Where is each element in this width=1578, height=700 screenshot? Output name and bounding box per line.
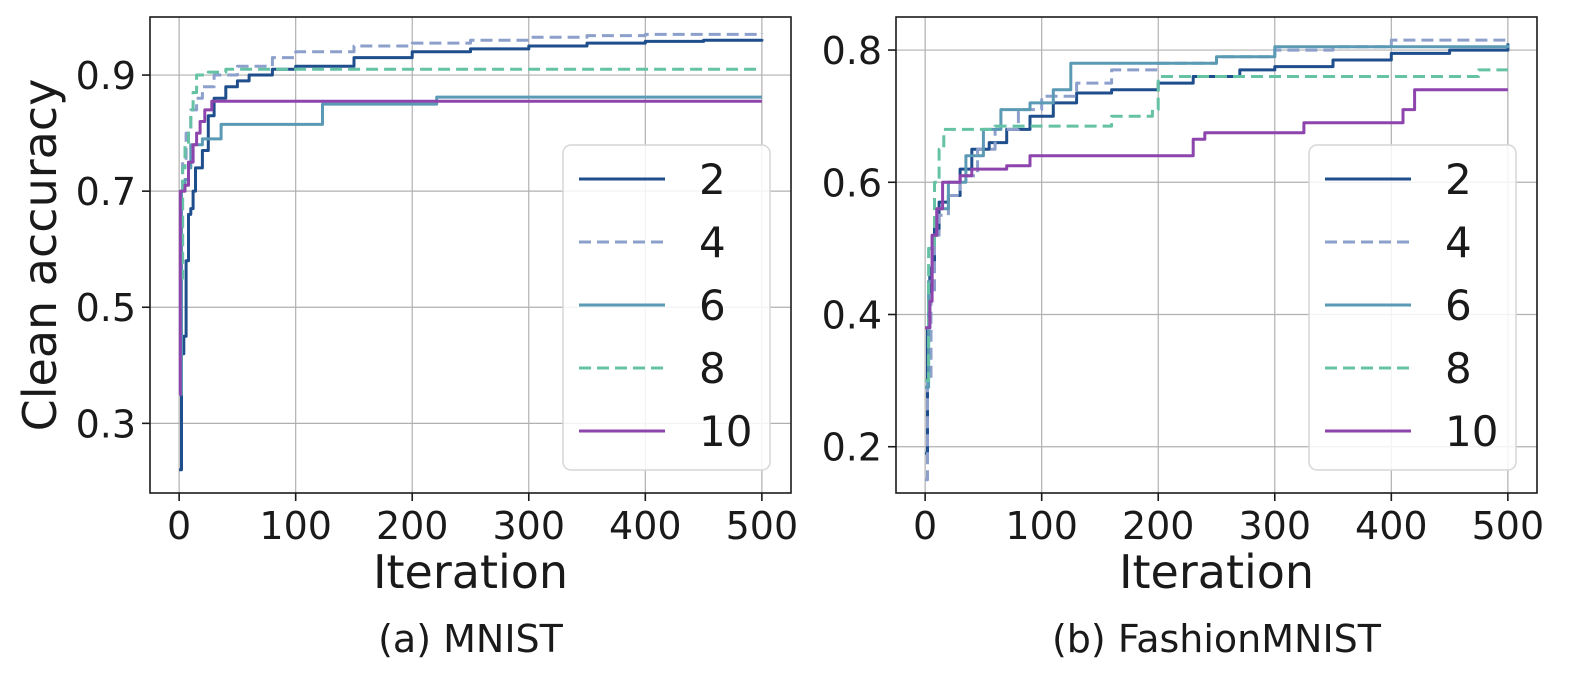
chart-panel-fashionmnist: 0 100 200 300 400 500 0.20.40.60.8 Iteration … <box>822 16 1544 661</box>
series-lines <box>178 32 764 472</box>
legend-label-10: 10 <box>1445 407 1498 456</box>
x-tick-label: 200 <box>376 504 449 548</box>
x-tick-label: 300 <box>493 504 566 548</box>
panel-caption: (b) FashionMNIST <box>1052 617 1382 661</box>
plot-frame <box>895 16 1538 494</box>
plot-frame <box>149 16 792 494</box>
x-tick-label: 0 <box>167 504 191 548</box>
y-tick-label: 0.5 <box>76 286 136 330</box>
x-tick-label: 400 <box>1355 504 1428 548</box>
y-tick-label: 0.2 <box>822 426 882 470</box>
x-ticks: 0 100 200 300 400 500 <box>913 493 1544 548</box>
x-tick-label: 100 <box>259 504 332 548</box>
y-ticks: 0.3 0.5 0.7 0.9 <box>76 54 150 446</box>
x-tick-label: 200 <box>1122 504 1195 548</box>
y-tick-label: 0.9 <box>76 54 136 98</box>
legend-label-4: 4 <box>1445 218 1472 267</box>
x-tick-label: 400 <box>609 504 682 548</box>
y-tick-label: 0.7 <box>76 170 136 214</box>
x-tick-label: 500 <box>726 504 799 548</box>
series-line-8 <box>179 67 762 280</box>
series-lines <box>925 38 1510 482</box>
x-tick-label: 0 <box>913 504 937 548</box>
chart-panel-mnist: 0 100 200 300 400 500 0.30.50.70.9 Iteration … <box>13 16 798 661</box>
y-tick-label: 0.4 <box>822 294 882 338</box>
legend-label-8: 8 <box>699 344 726 393</box>
series-line-8 <box>925 68 1508 383</box>
series-line-10 <box>178 99 762 396</box>
y-tick-label: 0.8 <box>822 29 882 73</box>
x-ticks: 0 100 200 300 400 500 <box>167 493 798 548</box>
series-line-2 <box>179 38 764 472</box>
series-line-10 <box>925 88 1508 330</box>
x-tick-label: 500 <box>1472 504 1545 548</box>
legend-label-4: 4 <box>699 218 726 267</box>
legend-label-10: 10 <box>699 407 752 456</box>
legend-label-2: 2 <box>699 155 726 204</box>
x-tick-label: 300 <box>1239 504 1312 548</box>
legend: 2 4 6 8 10 <box>562 144 771 471</box>
y-ticks: 0.2 0.4 0.6 0.8 <box>822 29 896 470</box>
y-tick-label: 0.3 <box>76 402 136 446</box>
legend-label-8: 8 <box>1445 344 1472 393</box>
y-axis-label: Clean accuracy <box>13 79 67 432</box>
legend-label-2: 2 <box>1445 155 1472 204</box>
legend-label-6: 6 <box>699 281 726 330</box>
legend-box <box>1308 144 1517 471</box>
panel-caption: (a) MNIST <box>378 617 564 661</box>
legend-box <box>562 144 771 471</box>
series-line-2 <box>925 43 1510 455</box>
legend-label-6: 6 <box>1445 281 1472 330</box>
legend: 2 4 6 8 10 <box>1308 144 1517 471</box>
x-axis-label: Iteration <box>1119 545 1314 599</box>
y-tick-label: 0.6 <box>822 161 882 205</box>
x-axis-label: Iteration <box>373 545 568 599</box>
x-tick-label: 100 <box>1005 504 1078 548</box>
